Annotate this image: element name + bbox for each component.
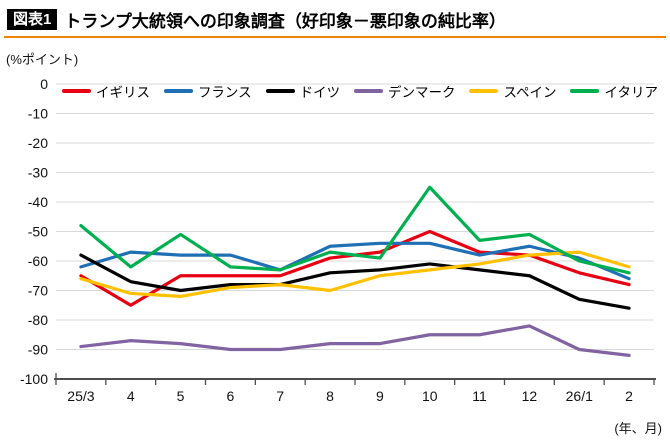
accent-rule (4, 36, 666, 38)
x-axis-label: 25/3 (67, 388, 94, 404)
legend-item-5: イタリア (570, 81, 658, 101)
legend-label: イタリア (604, 85, 658, 100)
y-axis-label: -40 (28, 194, 48, 210)
x-axis-label: 2 (625, 388, 633, 404)
series-line-1 (79, 241, 631, 281)
legend-swatch (469, 89, 499, 93)
legend-label: デンマーク (388, 85, 456, 100)
x-axis-label: 6 (227, 388, 235, 404)
y-axis-label: -90 (28, 342, 48, 358)
series-line-5 (79, 185, 631, 275)
x-axis-label: 10 (422, 388, 438, 404)
legend-label: スペイン (503, 85, 557, 100)
x-axis-label: 11 (472, 388, 487, 404)
y-axis-label: -60 (28, 253, 48, 269)
x-axis-note: (年、月) (614, 421, 662, 436)
y-unit-label: (%ポイント) (6, 52, 79, 67)
x-axis-label: 9 (376, 388, 384, 404)
legend-swatch (570, 89, 600, 93)
y-axis-label: -30 (28, 165, 48, 181)
legend-label: ドイツ (299, 85, 341, 100)
x-axis-label: 12 (522, 388, 538, 404)
legend: イギリス フランス ドイツ デンマーク スペイン イタリア (62, 81, 658, 101)
legend-item-3: デンマーク (354, 81, 456, 101)
x-axis-label: 26/1 (566, 388, 593, 404)
series-line-3 (79, 324, 631, 357)
legend-item-4: スペイン (469, 81, 557, 101)
x-axis-label: 5 (177, 388, 185, 404)
figure-badge: 図表1 (7, 9, 58, 30)
legend-label: フランス (197, 85, 252, 100)
legend-swatch (265, 89, 295, 93)
y-axis-label: -70 (28, 283, 48, 299)
series-line-2 (79, 253, 631, 310)
y-axis-label: -20 (28, 135, 48, 151)
legend-swatch (163, 89, 193, 93)
x-axis-label: 8 (326, 388, 334, 404)
legend-swatch (62, 89, 91, 93)
y-axis-label: -100 (20, 371, 48, 387)
legend-item-2: ドイツ (265, 81, 341, 101)
x-axis-label: 4 (127, 388, 135, 404)
legend-label: イギリス (96, 85, 150, 100)
y-axis-label: -10 (28, 106, 48, 122)
x-axis-label: 7 (276, 388, 284, 404)
header: 図表1 トランプ大統領への印象調査（好印象－悪印象の純比率） (7, 7, 506, 32)
legend-item-0: イギリス (62, 81, 150, 101)
page-title: トランプ大統領への印象調査（好印象－悪印象の純比率） (64, 12, 506, 31)
y-axis-label: -80 (28, 312, 48, 328)
series-line-4 (79, 250, 631, 298)
y-axis-label: -50 (28, 224, 48, 240)
y-axis-label: 0 (40, 76, 48, 92)
legend-swatch (354, 89, 384, 93)
legend-item-1: フランス (163, 81, 252, 101)
